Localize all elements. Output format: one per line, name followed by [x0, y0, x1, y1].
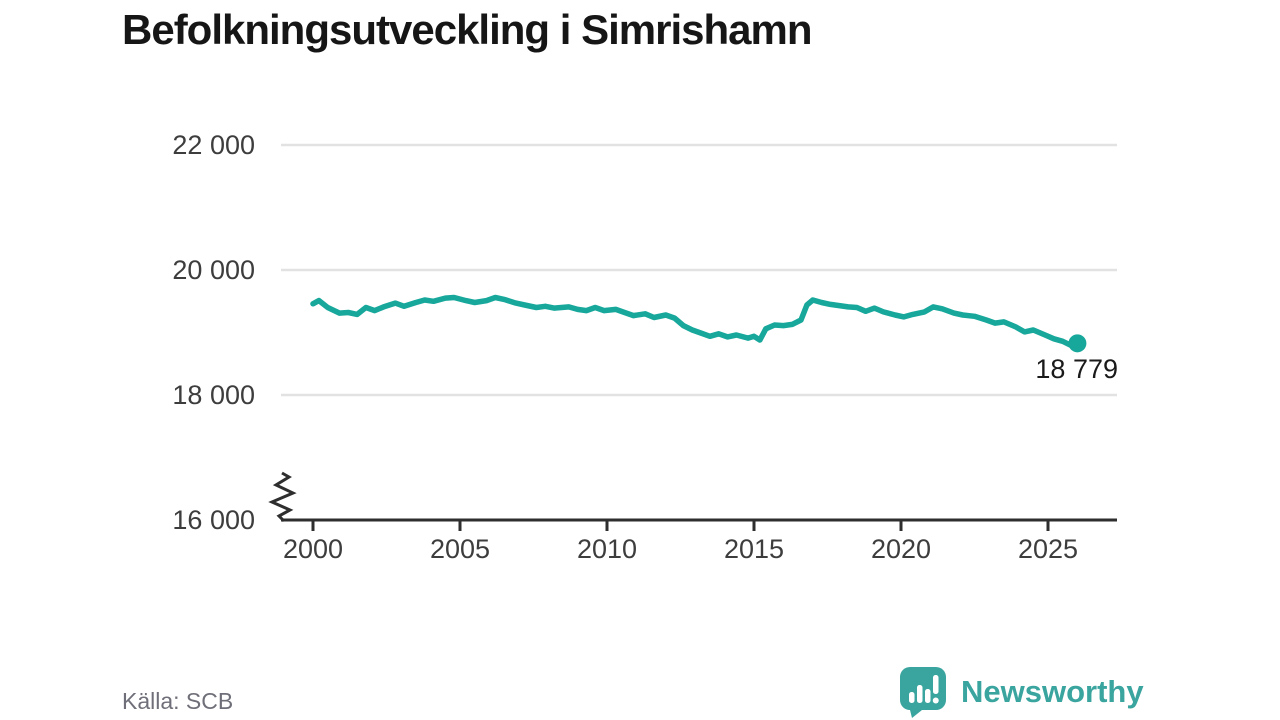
x-tick-label: 2010 — [577, 534, 637, 564]
end-value-label: 18 779 — [1035, 354, 1118, 384]
source-label: Källa: SCB — [122, 688, 234, 714]
y-tick-label: 22 000 — [172, 130, 255, 160]
x-tick-label: 2005 — [430, 534, 490, 564]
y-tick-labels: 16 000 18 000 20 000 22 000 — [172, 130, 255, 535]
axis-break-zigzag — [268, 471, 297, 523]
newsworthy-logo-icon — [900, 667, 946, 718]
population-line-series — [310, 294, 1081, 350]
x-axis — [281, 518, 1117, 531]
y-tick-label: 18 000 — [172, 380, 255, 410]
end-point-dot — [1068, 334, 1087, 353]
newsworthy-logo: Newsworthy — [897, 666, 1144, 718]
end-point-marker — [1068, 334, 1087, 353]
end-value-text: 18 779 — [1035, 354, 1118, 384]
x-tick-labels: 2000 2005 2010 2015 2020 2025 — [283, 534, 1078, 564]
axis-break-icon — [268, 471, 297, 523]
x-tick-label: 2020 — [871, 534, 931, 564]
x-tick-label: 2015 — [724, 534, 784, 564]
y-tick-label: 16 000 — [172, 505, 255, 535]
x-tick-label: 2025 — [1018, 534, 1078, 564]
y-tick-label: 20 000 — [172, 255, 255, 285]
chart-title: Befolkningsutveckling i Simrishamn — [122, 6, 812, 53]
newsworthy-logo-text: Newsworthy — [961, 674, 1144, 709]
y-gridlines — [281, 143, 1117, 397]
population-line — [310, 294, 1081, 350]
x-tick-label: 2000 — [283, 534, 343, 564]
